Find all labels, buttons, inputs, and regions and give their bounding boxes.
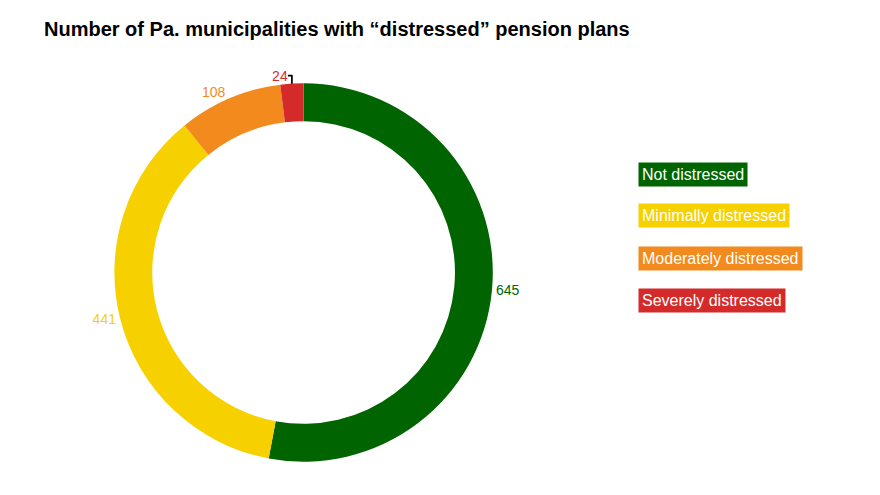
svg-text:108: 108 bbox=[202, 84, 226, 100]
svg-text:441: 441 bbox=[93, 311, 117, 327]
svg-text:24: 24 bbox=[272, 68, 288, 84]
svg-text:Moderately distressed: Moderately distressed bbox=[642, 250, 799, 267]
svg-text:Not distressed: Not distressed bbox=[642, 166, 744, 183]
svg-text:Severely distressed: Severely distressed bbox=[642, 292, 782, 309]
svg-text:645: 645 bbox=[496, 282, 520, 298]
svg-text:Number of Pa. municipalities w: Number of Pa. municipalities with “distr… bbox=[44, 18, 630, 40]
svg-text:Minimally distressed: Minimally distressed bbox=[642, 207, 786, 224]
